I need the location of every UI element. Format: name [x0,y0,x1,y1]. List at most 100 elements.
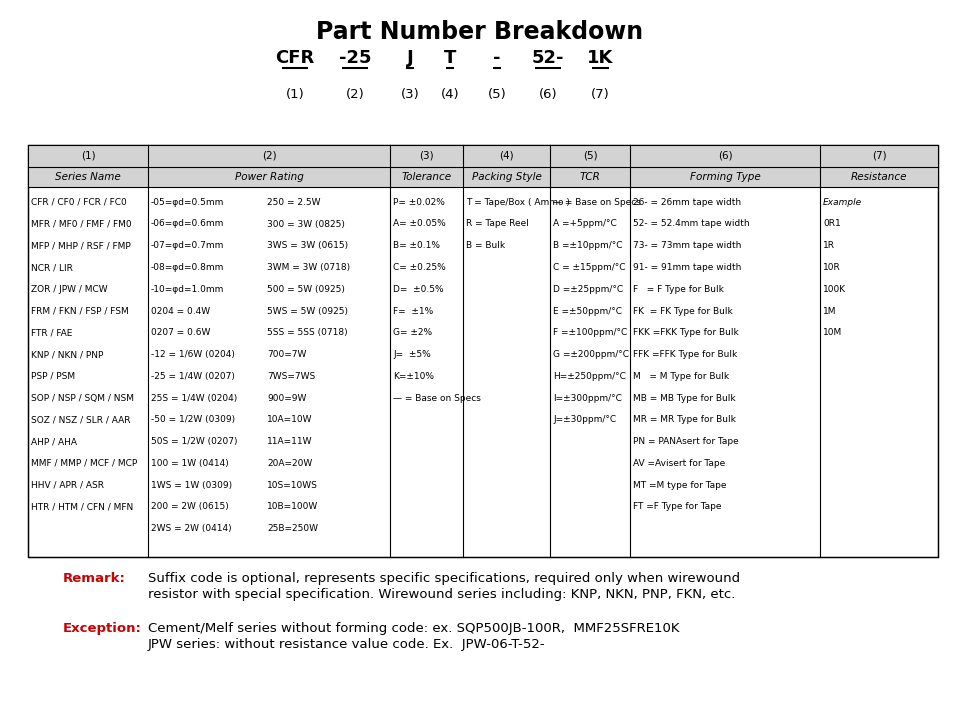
Text: (2): (2) [262,151,276,161]
Text: FRM / FKN / FSP / FSM: FRM / FKN / FSP / FSM [31,307,129,315]
Text: P= ±0.02%: P= ±0.02% [393,198,444,207]
Text: B =±10ppm/°C: B =±10ppm/°C [553,241,622,251]
Text: (3): (3) [400,88,420,101]
Text: A= ±0.05%: A= ±0.05% [393,220,445,228]
Text: 52-: 52- [532,49,564,67]
Text: -07=φd=0.7mm: -07=φd=0.7mm [151,241,225,251]
Text: 1WS = 1W (0309): 1WS = 1W (0309) [151,481,232,490]
Text: J: J [407,49,414,67]
Text: K=±10%: K=±10% [393,372,434,381]
Text: HHV / APR / ASR: HHV / APR / ASR [31,481,104,490]
Text: 200 = 2W (0615): 200 = 2W (0615) [151,503,228,511]
Text: 0R1: 0R1 [823,220,841,228]
Text: J=  ±5%: J= ±5% [393,350,431,359]
Text: KNP / NKN / PNP: KNP / NKN / PNP [31,350,104,359]
Text: Part Number Breakdown: Part Number Breakdown [317,20,643,44]
Text: Tolerance: Tolerance [401,172,451,182]
Text: FT =F Type for Tape: FT =F Type for Tape [633,503,722,511]
Text: -25: -25 [339,49,372,67]
Text: CFR / CF0 / FCR / FC0: CFR / CF0 / FCR / FC0 [31,198,127,207]
Text: (3): (3) [420,151,434,161]
Text: 10R: 10R [823,263,841,272]
Text: (2): (2) [346,88,365,101]
Text: 5WS = 5W (0925): 5WS = 5W (0925) [267,307,348,315]
Text: M   = M Type for Bulk: M = M Type for Bulk [633,372,730,381]
Text: J=±30ppm/°C: J=±30ppm/°C [553,415,616,424]
Text: Resistance: Resistance [851,172,907,182]
Text: Suffix code is optional, represents specific specifications, required only when : Suffix code is optional, represents spec… [148,572,740,585]
Text: TCR: TCR [580,172,600,182]
Text: Power Rating: Power Rating [234,172,303,182]
Text: T = Tape/Box ( Ammo ): T = Tape/Box ( Ammo ) [466,198,570,207]
Text: (5): (5) [583,151,597,161]
Bar [28,167,938,187]
Text: 300 = 3W (0825): 300 = 3W (0825) [267,220,345,228]
Text: (1): (1) [81,151,95,161]
Text: MR = MR Type for Bulk: MR = MR Type for Bulk [633,415,736,424]
Text: MMF / MMP / MCF / MCP: MMF / MMP / MCF / MCP [31,459,137,468]
Text: -50 = 1/2W (0309): -50 = 1/2W (0309) [151,415,235,424]
Text: G= ±2%: G= ±2% [393,328,432,338]
Text: Packing Style: Packing Style [471,172,541,182]
Text: (5): (5) [488,88,506,101]
Text: MB = MB Type for Bulk: MB = MB Type for Bulk [633,394,735,402]
Text: 100K: 100K [823,285,846,294]
Text: 10M: 10M [823,328,842,338]
Text: JPW series: without resistance value code. Ex.  JPW-06-T-52-: JPW series: without resistance value cod… [148,638,545,651]
Text: 10S=10WS: 10S=10WS [267,481,318,490]
Text: 5SS = 5SS (0718): 5SS = 5SS (0718) [267,328,348,338]
Text: Series Name: Series Name [55,172,121,182]
Text: F =±100ppm/°C: F =±100ppm/°C [553,328,627,338]
Text: MT =M type for Tape: MT =M type for Tape [633,481,727,490]
Text: FTR / FAE: FTR / FAE [31,328,72,338]
Text: B= ±0.1%: B= ±0.1% [393,241,440,251]
Text: G =±200ppm/°C: G =±200ppm/°C [553,350,629,359]
Text: T: T [444,49,456,67]
Text: 250 = 2.5W: 250 = 2.5W [267,198,321,207]
Text: 0207 = 0.6W: 0207 = 0.6W [151,328,210,338]
Text: (4): (4) [499,151,514,161]
Text: -: - [493,49,501,67]
Text: (1): (1) [286,88,304,101]
Text: 50S = 1/2W (0207): 50S = 1/2W (0207) [151,437,237,446]
Text: 26- = 26mm tape width: 26- = 26mm tape width [633,198,741,207]
Text: 73- = 73mm tape width: 73- = 73mm tape width [633,241,741,251]
Text: CFR: CFR [276,49,315,67]
Text: 7WS=7WS: 7WS=7WS [267,372,316,381]
Text: 1R: 1R [823,241,835,251]
Text: 700=7W: 700=7W [267,350,306,359]
Text: 3WS = 3W (0615): 3WS = 3W (0615) [267,241,348,251]
Text: (6): (6) [718,151,732,161]
Text: E =±50ppm/°C: E =±50ppm/°C [553,307,622,315]
Text: A =+5ppm/°C: A =+5ppm/°C [553,220,616,228]
Text: 2WS = 2W (0414): 2WS = 2W (0414) [151,524,231,534]
Text: MFP / MHP / RSF / FMP: MFP / MHP / RSF / FMP [31,241,131,251]
Text: 25S = 1/4W (0204): 25S = 1/4W (0204) [151,394,237,402]
Text: -12 = 1/6W (0204): -12 = 1/6W (0204) [151,350,235,359]
Text: 10B=100W: 10B=100W [267,503,319,511]
Text: AV =Avisert for Tape: AV =Avisert for Tape [633,459,725,468]
Text: Remark:: Remark: [63,572,126,585]
Text: (6): (6) [539,88,558,101]
Text: F   = F Type for Bulk: F = F Type for Bulk [633,285,724,294]
Text: -10=φd=1.0mm: -10=φd=1.0mm [151,285,225,294]
Text: PSP / PSM: PSP / PSM [31,372,75,381]
Text: AHP / AHA: AHP / AHA [31,437,77,446]
Text: — = Base on Specs: — = Base on Specs [553,198,641,207]
Text: -06=φd=0.6mm: -06=φd=0.6mm [151,220,225,228]
Text: SOP / NSP / SQM / NSM: SOP / NSP / SQM / NSM [31,394,134,402]
Text: 11A=11W: 11A=11W [267,437,313,446]
Text: B = Bulk: B = Bulk [466,241,505,251]
Text: FFK =FFK Type for Bulk: FFK =FFK Type for Bulk [633,350,737,359]
Text: H=±250ppm/°C: H=±250ppm/°C [553,372,626,381]
Text: 1M: 1M [823,307,836,315]
Text: MFR / MF0 / FMF / FM0: MFR / MF0 / FMF / FM0 [31,220,132,228]
Text: resistor with special specification. Wirewound series including: KNP, NKN, PNP, : resistor with special specification. Wir… [148,588,735,601]
Text: -25 = 1/4W (0207): -25 = 1/4W (0207) [151,372,235,381]
Text: SOZ / NSZ / SLR / AAR: SOZ / NSZ / SLR / AAR [31,415,131,424]
Text: 10A=10W: 10A=10W [267,415,313,424]
Text: 0204 = 0.4W: 0204 = 0.4W [151,307,210,315]
Text: 91- = 91mm tape width: 91- = 91mm tape width [633,263,741,272]
Text: R = Tape Reel: R = Tape Reel [466,220,529,228]
Text: FKK =FKK Type for Bulk: FKK =FKK Type for Bulk [633,328,739,338]
